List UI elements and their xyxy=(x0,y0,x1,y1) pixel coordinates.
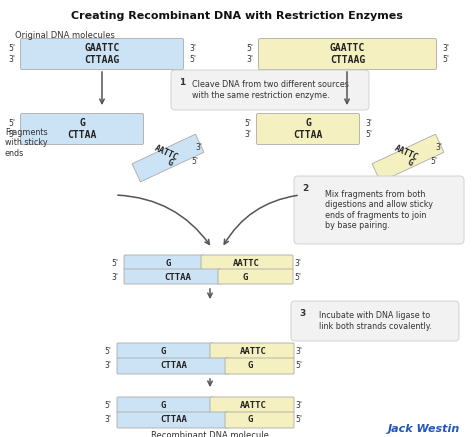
Text: AATTC: AATTC xyxy=(233,259,259,267)
Text: AATTC: AATTC xyxy=(239,347,266,356)
Text: AATTC: AATTC xyxy=(239,400,266,409)
Text: CTTAAG: CTTAAG xyxy=(84,55,119,65)
Text: 5': 5' xyxy=(430,156,437,166)
FancyBboxPatch shape xyxy=(117,397,214,413)
FancyBboxPatch shape xyxy=(210,397,294,413)
Text: CTTAA: CTTAA xyxy=(293,130,323,139)
Text: Fragments
with sticky
ends: Fragments with sticky ends xyxy=(5,128,47,158)
FancyBboxPatch shape xyxy=(225,358,294,374)
Text: 5': 5' xyxy=(189,55,196,64)
FancyBboxPatch shape xyxy=(201,255,293,270)
Text: G: G xyxy=(160,347,166,356)
Text: GAATTC: GAATTC xyxy=(330,43,365,53)
Text: 5': 5' xyxy=(244,119,251,128)
FancyBboxPatch shape xyxy=(117,412,229,428)
Text: G: G xyxy=(406,157,414,168)
FancyBboxPatch shape xyxy=(117,343,214,359)
Text: AATTC: AATTC xyxy=(153,144,179,163)
Text: G: G xyxy=(79,118,85,128)
FancyBboxPatch shape xyxy=(256,114,359,145)
Text: G: G xyxy=(305,118,311,128)
Text: 5': 5' xyxy=(8,44,15,53)
Polygon shape xyxy=(132,134,204,182)
Text: 3': 3' xyxy=(295,347,302,356)
Text: 3': 3' xyxy=(435,143,442,153)
FancyBboxPatch shape xyxy=(225,412,294,428)
Text: G: G xyxy=(247,361,253,371)
FancyBboxPatch shape xyxy=(218,269,293,284)
Text: 3': 3' xyxy=(442,44,449,53)
Text: G: G xyxy=(242,273,248,281)
Text: 5': 5' xyxy=(8,119,15,128)
Text: CTTAA: CTTAA xyxy=(161,416,187,424)
Text: CTTAA: CTTAA xyxy=(67,130,97,139)
FancyBboxPatch shape xyxy=(124,269,221,284)
Text: G: G xyxy=(165,259,171,267)
Polygon shape xyxy=(372,134,444,182)
Text: Creating Recombinant DNA with Restriction Enzymes: Creating Recombinant DNA with Restrictio… xyxy=(71,11,403,21)
FancyBboxPatch shape xyxy=(117,358,229,374)
Text: 5': 5' xyxy=(111,259,118,267)
Text: 3': 3' xyxy=(8,55,15,64)
Text: Jack Westin: Jack Westin xyxy=(388,424,460,434)
Text: Incubate with DNA ligase to
link both strands covalently.: Incubate with DNA ligase to link both st… xyxy=(319,311,431,331)
Text: 3': 3' xyxy=(104,416,111,424)
Text: 3': 3' xyxy=(195,143,202,153)
Text: 3': 3' xyxy=(294,259,301,267)
Text: 3: 3 xyxy=(299,309,305,318)
Text: 5': 5' xyxy=(104,347,111,356)
FancyBboxPatch shape xyxy=(258,38,437,69)
Text: 3': 3' xyxy=(295,400,302,409)
Text: 3': 3' xyxy=(8,130,15,139)
Text: 3': 3' xyxy=(104,361,111,371)
Text: AATTC: AATTC xyxy=(392,144,419,163)
Text: 3': 3' xyxy=(111,273,118,281)
Text: 5': 5' xyxy=(365,130,372,139)
Text: 3': 3' xyxy=(244,130,251,139)
FancyBboxPatch shape xyxy=(124,255,204,270)
Text: 3': 3' xyxy=(189,44,196,53)
FancyBboxPatch shape xyxy=(291,301,459,341)
Text: 5': 5' xyxy=(295,361,302,371)
FancyBboxPatch shape xyxy=(20,114,144,145)
Text: G: G xyxy=(247,416,253,424)
Text: Mix fragments from both
digestions and allow sticky
ends of fragments to join
by: Mix fragments from both digestions and a… xyxy=(325,190,433,230)
Text: 5': 5' xyxy=(191,156,198,166)
Text: 3': 3' xyxy=(246,55,253,64)
Text: 1: 1 xyxy=(179,78,185,87)
Text: Cleave DNA from two different sources
with the same restriction enzyme.: Cleave DNA from two different sources wi… xyxy=(191,80,348,100)
Text: G: G xyxy=(166,157,174,168)
Text: CTTAA: CTTAA xyxy=(161,361,187,371)
Text: CTTAA: CTTAA xyxy=(164,273,191,281)
Text: Recombinant DNA molecule: Recombinant DNA molecule xyxy=(151,431,269,437)
Text: 5': 5' xyxy=(104,400,111,409)
Text: 3': 3' xyxy=(365,119,372,128)
FancyBboxPatch shape xyxy=(210,343,294,359)
Text: 5': 5' xyxy=(246,44,253,53)
FancyBboxPatch shape xyxy=(20,38,183,69)
Text: GAATTC: GAATTC xyxy=(84,43,119,53)
Text: 5': 5' xyxy=(295,416,302,424)
Text: 5': 5' xyxy=(294,273,301,281)
FancyBboxPatch shape xyxy=(171,70,369,110)
Text: G: G xyxy=(160,400,166,409)
Text: Original DNA molecules: Original DNA molecules xyxy=(15,31,115,40)
Text: 2: 2 xyxy=(302,184,308,193)
FancyBboxPatch shape xyxy=(294,176,464,244)
Text: CTTAAG: CTTAAG xyxy=(330,55,365,65)
Text: 5': 5' xyxy=(442,55,449,64)
